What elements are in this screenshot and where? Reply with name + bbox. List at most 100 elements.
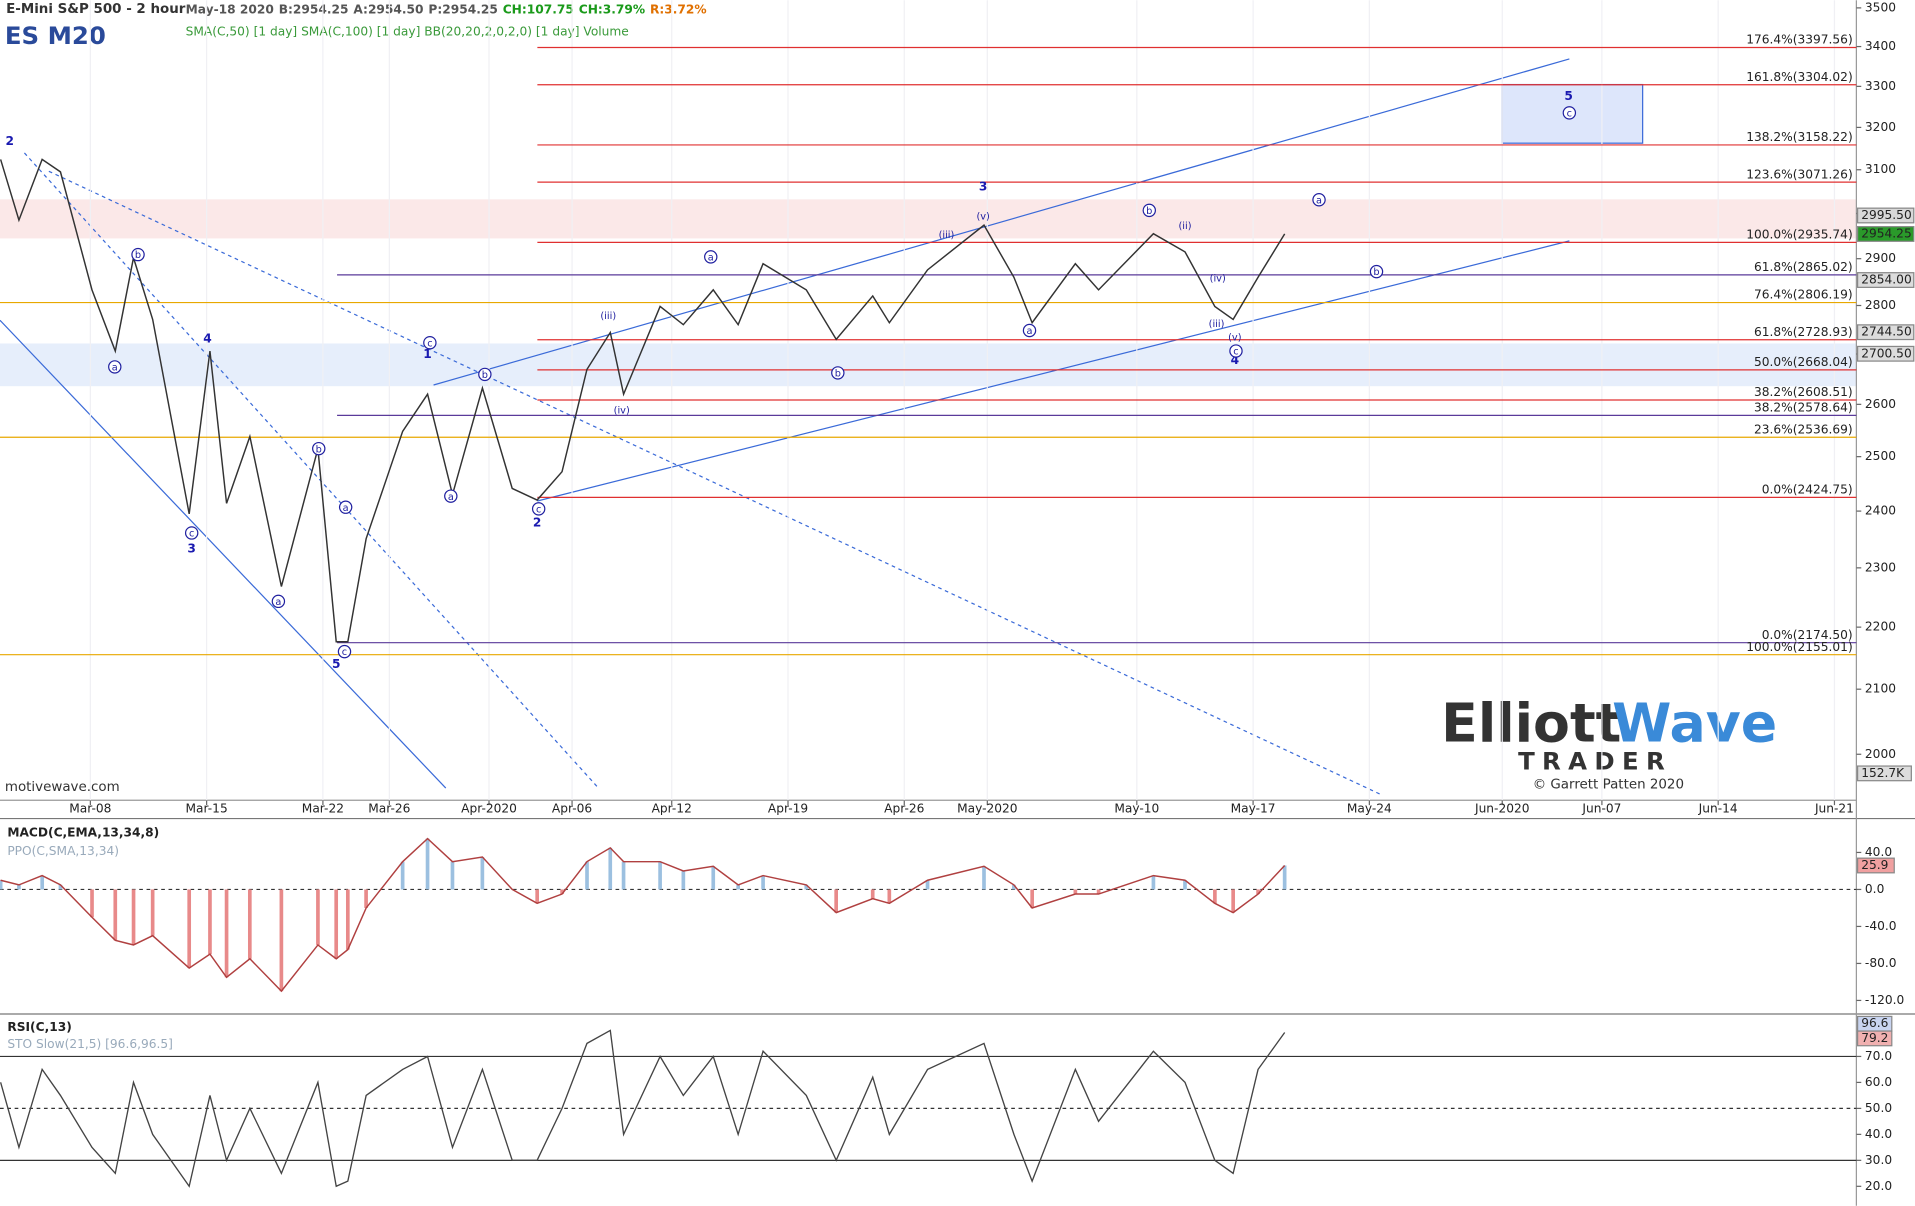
wave-label: (iii) [939, 230, 955, 241]
macd-histogram [761, 875, 765, 890]
fib-label: 38.2%(2578.64) [1754, 401, 1853, 415]
wave-label: a [708, 252, 714, 263]
macd-badge-label: 25.9 [1861, 858, 1888, 872]
panel-subtitle: STO Slow(21,5) [96.6,96.5] [7, 1037, 173, 1051]
symbol: ES M20 [5, 21, 106, 50]
wave-label: a [112, 363, 118, 374]
macd-histogram [345, 889, 350, 950]
wave-label: c [342, 647, 347, 658]
price-badge [1856, 324, 1915, 341]
macd-histogram [480, 857, 485, 890]
panel-title: MACD(C,EMA,13,34,8) [7, 826, 159, 840]
wave-label: c [1567, 109, 1572, 120]
x-tick-label: May-2020 [957, 801, 1017, 815]
wave-label: 3 [187, 541, 196, 555]
wave-label: 3 [979, 179, 988, 193]
x-tick-label: Apr-12 [652, 801, 692, 815]
wave-circle [184, 526, 199, 540]
wave-circle [444, 489, 458, 503]
y-tick-label: -120.0 [1865, 993, 1904, 1007]
x-tick-label: Jun-2020 [1474, 801, 1530, 815]
macd-histogram [208, 889, 212, 955]
macd-histogram [982, 866, 986, 890]
wave-label: c [427, 338, 432, 349]
quote-part: CH:3.79% [579, 3, 645, 17]
y-tick-label: 0.0 [1865, 882, 1884, 896]
wave-label: 2 [533, 515, 542, 529]
support-zone [0, 343, 1857, 387]
macd-histogram [400, 861, 405, 890]
macd-histogram [131, 889, 136, 945]
macd-histogram [90, 889, 94, 918]
price-badge [1856, 272, 1915, 288]
y-tick-label: 3200 [1865, 120, 1896, 134]
quote-part: A:2954.50 [353, 3, 423, 17]
x-tick-label: Apr-2020 [461, 801, 517, 815]
macd-histogram [279, 889, 284, 992]
price-badge [1856, 345, 1915, 362]
wave-label: c [1233, 347, 1238, 358]
macd-histogram [1151, 875, 1156, 890]
y-tick-label: 2600 [1865, 397, 1896, 411]
y-tick-label: 2300 [1865, 560, 1896, 574]
wave-label: a [1027, 326, 1033, 337]
channel-line [537, 240, 1570, 502]
wave-label: 4 [1231, 353, 1240, 367]
macd-histogram [834, 889, 838, 913]
macd-line [0, 837, 1286, 993]
y-tick-label: 50.0 [1865, 1101, 1892, 1115]
price-badge-label: 2995.50 [1861, 208, 1911, 222]
fib-label: 61.8%(2728.93) [1754, 325, 1853, 339]
quote-part: P:2954.25 [428, 3, 497, 17]
quote-part: B:2954.25 [279, 3, 349, 17]
rsi-line [0, 1029, 1286, 1188]
macd-histogram [585, 861, 589, 890]
x-tick-label: Jun-14 [1698, 801, 1738, 815]
y-tick-label: 2900 [1865, 251, 1896, 265]
macd-histogram [224, 889, 229, 978]
macd-histogram [1231, 889, 1235, 913]
y-tick-label: 2000 [1865, 747, 1896, 761]
panel-title: RSI(C,13) [7, 1020, 71, 1034]
price-badge [1856, 207, 1915, 224]
macd-histogram [150, 889, 155, 936]
macd-histogram [113, 889, 118, 941]
macd-histogram [1256, 889, 1260, 895]
y-tick-label: 3100 [1865, 162, 1896, 176]
logo-text: Wave [1612, 692, 1777, 755]
y-tick-label: 2800 [1865, 298, 1896, 312]
macd-histogram [925, 880, 930, 890]
logo-credit: © Garrett Patten 2020 [1533, 777, 1684, 792]
y-tick-label: 3500 [1865, 0, 1896, 14]
x-tick-label: Mar-08 [69, 801, 111, 815]
wave-circle [108, 360, 122, 374]
x-tick-label: May-10 [1114, 801, 1159, 815]
wave-label: a [343, 503, 349, 514]
macd-histogram [804, 884, 809, 890]
wave-label: b [835, 369, 841, 380]
macd-histogram [58, 884, 63, 890]
macd-histogram [364, 889, 368, 908]
wave-label: b [1373, 267, 1379, 278]
x-tick-label: Mar-15 [186, 801, 228, 815]
macd-histogram [870, 889, 875, 899]
wave-circle [131, 247, 145, 262]
wave-circle [337, 644, 352, 659]
x-tick-label: May-17 [1231, 801, 1276, 815]
macd-histogram [450, 861, 455, 890]
logo-text: TRADER [1518, 746, 1672, 775]
fib-label: 50.0%(2668.04) [1754, 355, 1853, 369]
wave-label: (iv) [1210, 273, 1226, 284]
wave-circle [1562, 106, 1577, 120]
wave-circle [1022, 323, 1037, 338]
wave-label: 5 [1564, 89, 1573, 103]
macd-histogram [658, 861, 662, 890]
macd-histogram [681, 870, 686, 890]
macd-histogram [1012, 884, 1016, 890]
wave-label: c [536, 504, 541, 515]
y-tick-label: 2400 [1865, 504, 1896, 518]
y-tick-label: 40.0 [1865, 845, 1892, 859]
channel-line [0, 319, 447, 789]
macd-badge [1856, 857, 1895, 874]
